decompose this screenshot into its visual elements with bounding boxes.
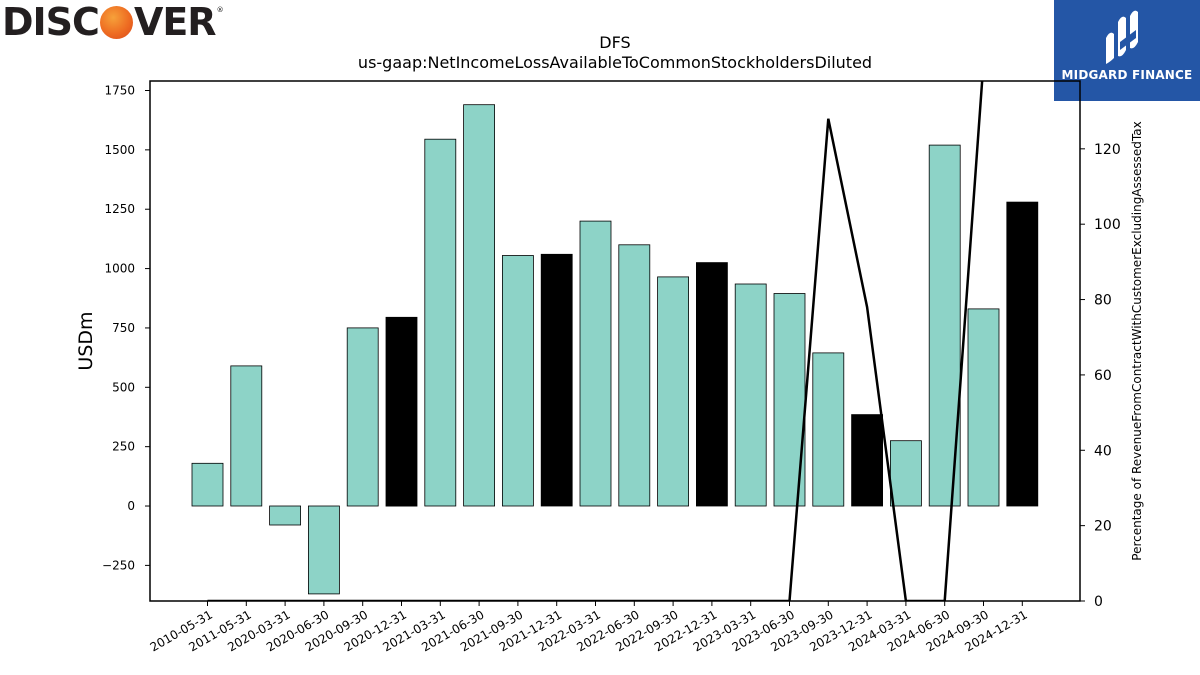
y2-tick-label: 0 (1094, 594, 1103, 610)
bar-2010-05-31 (191, 462, 224, 507)
y-tick-label: 0 (127, 499, 135, 513)
discover-logo: DISC VER ® (2, 0, 224, 44)
x-axis: 2010-05-312011-05-312020-03-312020-06-30… (148, 601, 1030, 654)
bar-2023-09-30 (812, 352, 845, 507)
bar-2024-12-31 (1006, 201, 1039, 507)
discover-logo-text: DISC VER (2, 0, 217, 44)
plot-frame (149, 80, 1081, 602)
y-tick-label: 1500 (104, 143, 135, 157)
bar-2023-03-31 (734, 283, 767, 507)
y-tick-label: −250 (102, 558, 135, 572)
bar-2022-12-31 (696, 262, 728, 507)
y-axis: −250 0 250 500 750 1000 1250 1500 1750 (102, 83, 150, 572)
y-tick-label: 500 (112, 380, 135, 394)
bar-2022-03-31 (579, 220, 612, 507)
midgard-mark-icon (1106, 10, 1138, 64)
bar-2021-03-31 (424, 138, 457, 507)
y2-tick-label: 80 (1094, 293, 1112, 309)
y-axis-label: USDm (75, 311, 97, 370)
bar-2011-05-31 (230, 365, 263, 507)
bar-2023-12-31 (851, 414, 883, 507)
bar-2020-12-31 (385, 316, 418, 507)
bars-group (191, 104, 1039, 595)
line-group (207, 81, 984, 601)
y-tick-label: 1000 (104, 262, 135, 276)
bar-2021-12-31 (540, 253, 573, 507)
bar-2022-06-30 (618, 244, 651, 507)
y2-tick-label: 100 (1094, 217, 1121, 233)
bar-2020-03-31 (269, 505, 302, 526)
y2-tick-label: 40 (1094, 443, 1112, 459)
bar-2020-09-30 (346, 327, 379, 507)
y-tick-label: 1750 (104, 83, 135, 97)
discover-logo-part: DISC (2, 0, 100, 44)
y-tick-label: 1250 (104, 202, 135, 216)
y2-axis: 0 20 40 60 80 100 120 (1080, 142, 1121, 610)
bar-2021-09-30 (501, 255, 534, 507)
registered-mark: ® (216, 6, 224, 14)
y-tick-label: 250 (112, 440, 135, 454)
bar-2022-09-30 (657, 276, 689, 507)
chart-title: DFS (599, 33, 630, 52)
series-line (207, 81, 984, 601)
chart-subtitle: us-gaap:NetIncomeLossAvailableToCommonSt… (358, 53, 872, 72)
discover-logo-part: VER (133, 0, 217, 44)
bar-2024-03-31 (890, 440, 922, 507)
bar-2021-06-30 (463, 104, 496, 507)
bar-2020-06-30 (307, 505, 340, 595)
y2-tick-label: 120 (1094, 142, 1121, 158)
y2-tick-label: 20 (1094, 519, 1112, 535)
bar-2024-09-30 (967, 308, 1000, 507)
y-tick-label: 750 (112, 321, 135, 335)
midgard-logo-text: MIDGARD FINANCE (1061, 68, 1193, 82)
y2-tick-label: 60 (1094, 368, 1112, 384)
midgard-finance-logo: MIDGARD FINANCE (1054, 0, 1200, 101)
y2-axis-label: Percentage of RevenueFromContractWithCus… (1130, 121, 1144, 560)
discover-orb-icon (99, 5, 133, 39)
